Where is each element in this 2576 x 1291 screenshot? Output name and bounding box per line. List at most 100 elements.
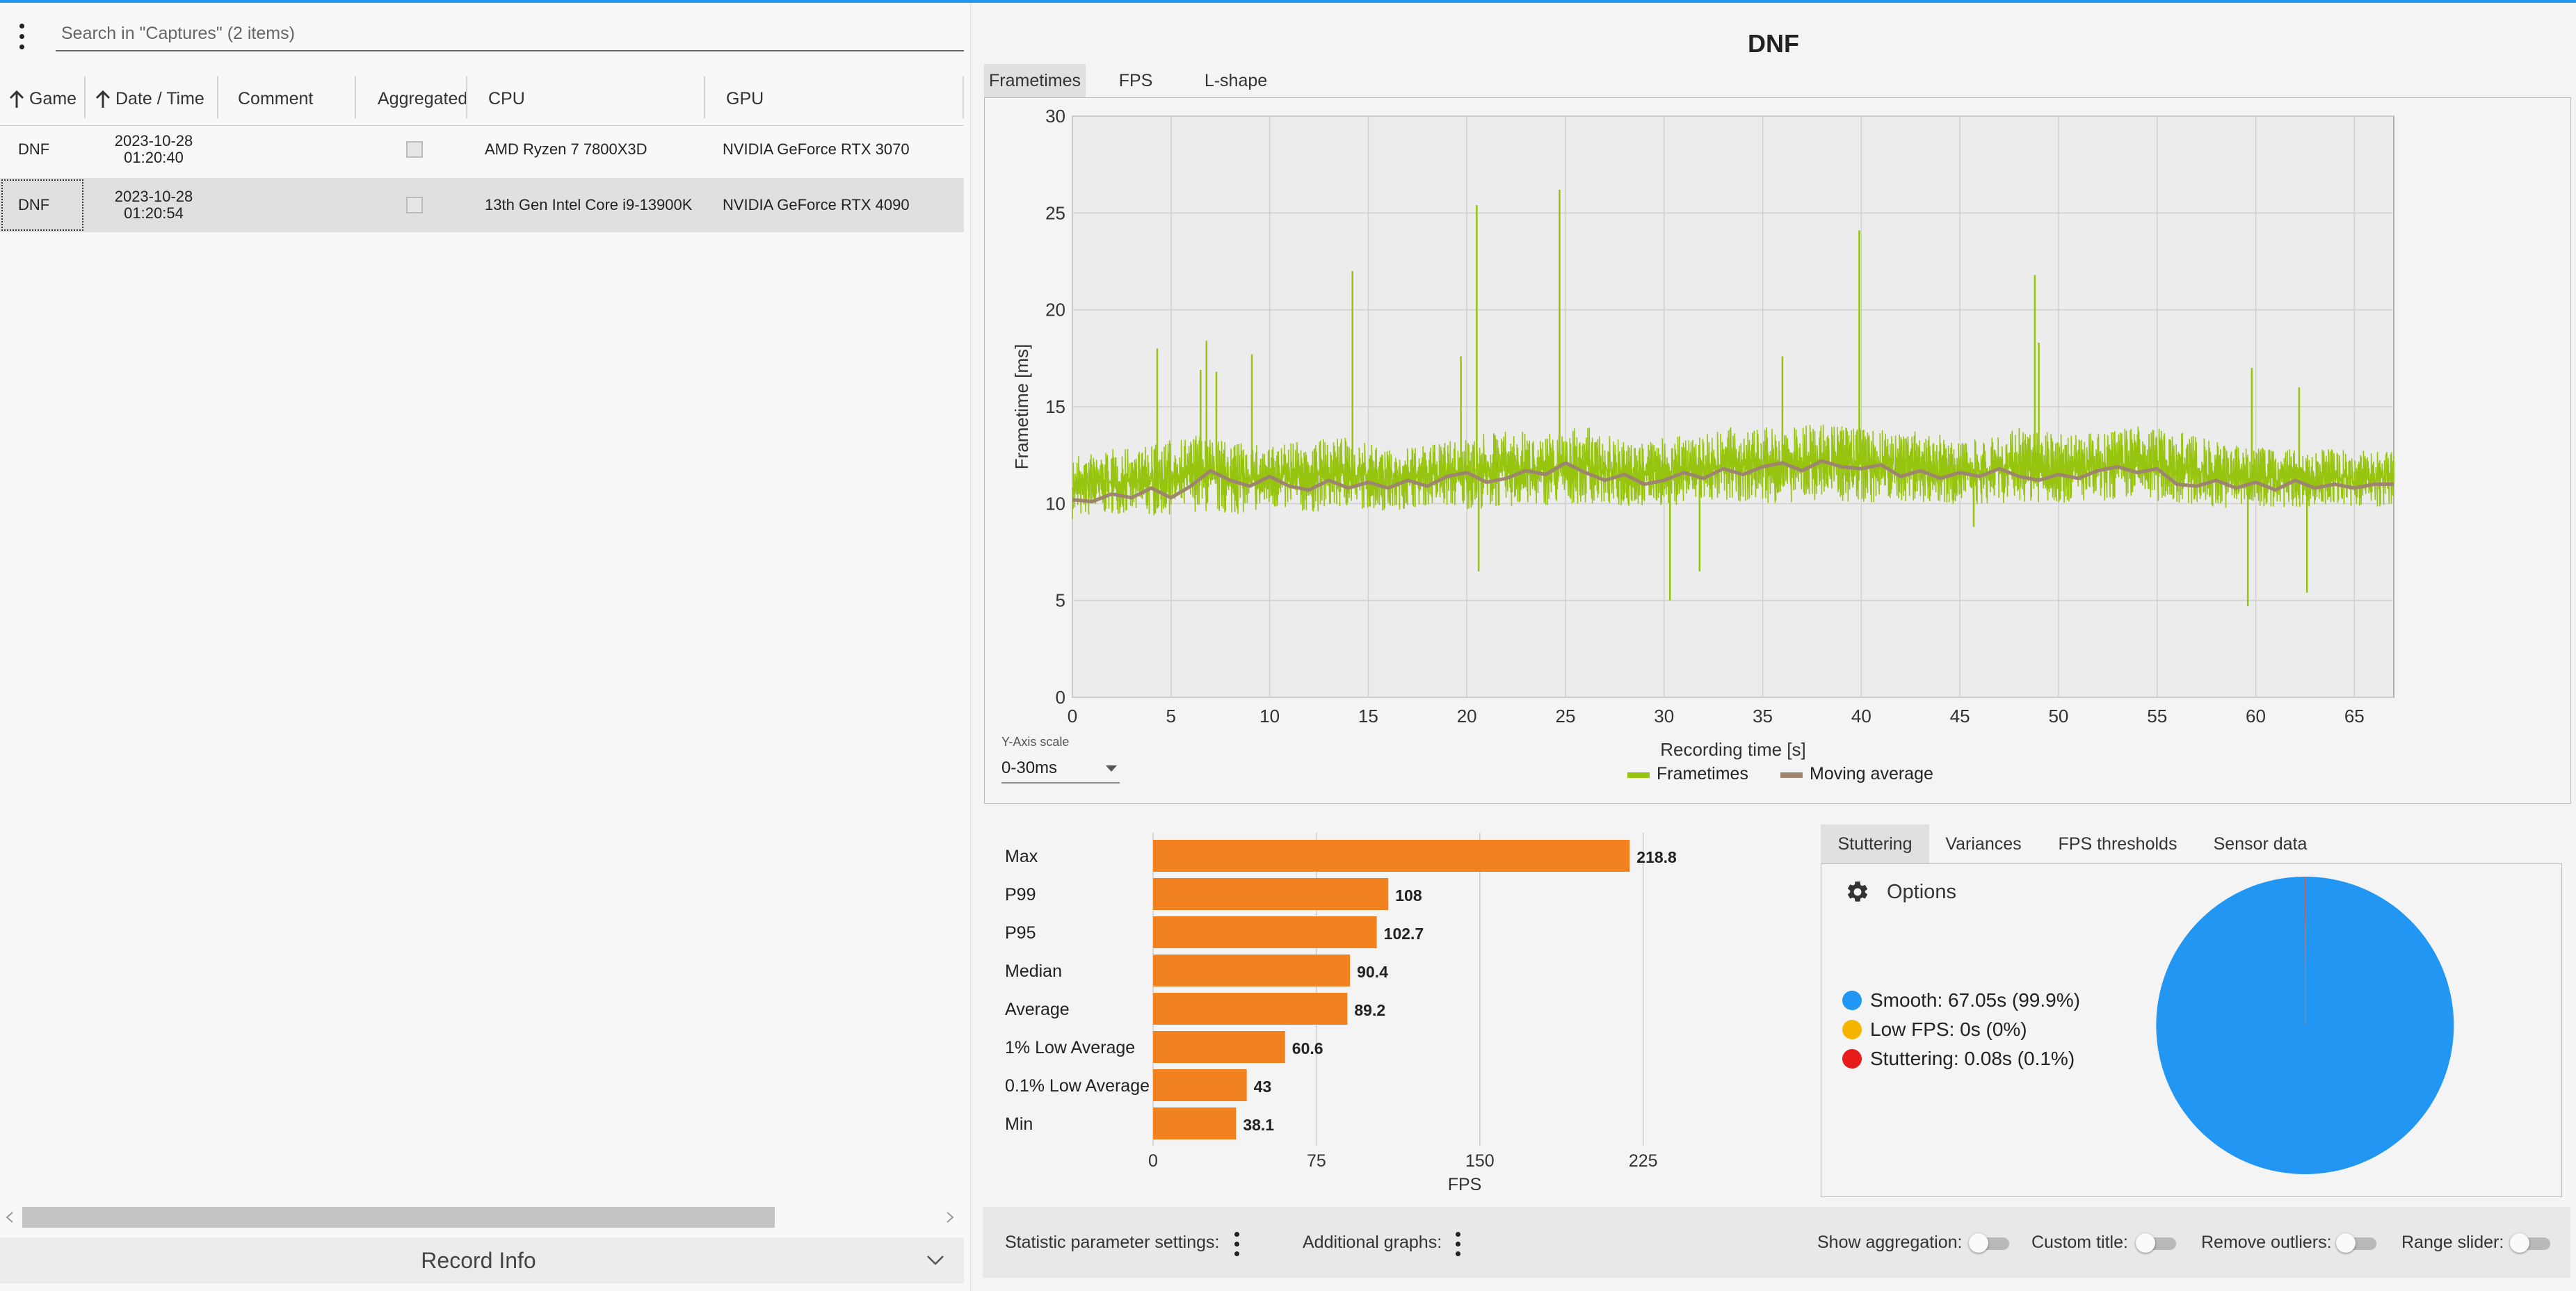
column-header-cpu[interactable]: CPU (488, 72, 697, 125)
column-divider[interactable] (704, 76, 705, 118)
column-divider[interactable] (466, 76, 467, 118)
frametime-plot-area[interactable]: 0 5 10 15 20 25 30 35 40 45 50 55 60 65 0 5 10 15 20 25 30 Re… (984, 97, 2571, 804)
x-tick-label: 65 (2344, 706, 2365, 726)
menu-dot-icon (1234, 1251, 1239, 1256)
tab-sensor-data[interactable]: Sensor data (2213, 834, 2308, 854)
options-label: Options (1887, 880, 1956, 903)
column-divider[interactable] (963, 76, 964, 118)
row-aggregated[interactable] (406, 178, 434, 232)
x-axis-label: FPS (1448, 1175, 1482, 1194)
category-label: Median (1005, 961, 1062, 981)
toggle-knob (2510, 1233, 2529, 1253)
row-aggregated[interactable] (406, 122, 434, 177)
bar (1153, 1031, 1285, 1063)
row-comment[interactable] (236, 178, 355, 232)
window-top-accent (0, 0, 2576, 3)
column-header-comment-label: Comment (238, 89, 314, 108)
legend-low-fps: Low FPS: 0s (0%) (1842, 1016, 2027, 1044)
statistic-settings-button[interactable] (1232, 1231, 1242, 1258)
graph-panel: DNF Frametimes FPS L-shape 0 5 10 15 20 25 30 3… (977, 3, 2576, 806)
smooth-color-dot (1842, 991, 1862, 1010)
stuttering-panel: Stuttering Variances FPS thresholds Sens… (1821, 825, 2563, 1204)
tab-fps-thresholds[interactable]: FPS thresholds (2058, 834, 2177, 854)
y-tick-label: 15 (1045, 396, 1065, 417)
category-label: Max (1005, 847, 1038, 866)
bar (1153, 993, 1348, 1025)
remove-outliers-toggle[interactable] (2336, 1233, 2379, 1253)
column-divider[interactable] (217, 76, 218, 118)
stuttering-content: Options Smooth: 67.05s (99.9%) Low FPS: … (1821, 863, 2562, 1197)
horizontal-scrollbar[interactable] (22, 1207, 937, 1228)
x-tick-label: 5 (1166, 706, 1176, 726)
tab-frametimes[interactable]: Frametimes (984, 64, 1086, 97)
record-info-expander[interactable]: Record Info (0, 1237, 964, 1283)
column-header-gpu-label: GPU (726, 89, 764, 108)
statistics-panel: 0 75 150 225 Max 218.8 P99 108 P95 102.7 Median 90.… (977, 815, 1812, 1204)
custom-title-toggle[interactable] (2136, 1233, 2179, 1253)
legend-frametimes-swatch (1627, 772, 1650, 778)
column-header-datetime[interactable]: Date / Time (95, 72, 220, 125)
y-axis-scale-caption: Y-Axis scale (1001, 735, 1070, 749)
horizontal-scrollbar-thumb[interactable] (22, 1207, 775, 1228)
column-header-comment[interactable]: Comment (238, 72, 356, 125)
bar-value-label: 90.4 (1357, 963, 1388, 981)
column-divider[interactable] (84, 76, 86, 118)
toggle-knob (2136, 1233, 2155, 1253)
column-header-datetime-label: Date / Time (115, 89, 204, 108)
custom-title-label: Custom title: (2031, 1233, 2128, 1252)
menu-dot-icon (1456, 1242, 1460, 1247)
y-tick-label: 25 (1045, 202, 1065, 223)
captures-search-input[interactable] (60, 19, 960, 47)
y-tick-label: 20 (1045, 300, 1065, 320)
category-label: Min (1005, 1114, 1033, 1134)
column-header-gpu[interactable]: GPU (726, 72, 935, 125)
column-header-aggregated[interactable]: Aggregated (378, 72, 468, 125)
captures-panel: Game Date / Time Comment Aggregated CPU … (0, 3, 971, 1291)
aggregated-checkbox[interactable] (406, 141, 423, 158)
aggregated-checkbox[interactable] (406, 197, 423, 213)
table-row-selected[interactable]: DNF 2023-10-28 01:20:54 13th Gen Intel C… (0, 178, 964, 232)
x-tick-label: 10 (1259, 706, 1280, 726)
frametime-chart[interactable]: 0 5 10 15 20 25 30 35 40 45 50 55 60 65 0 5 10 15 20 25 30 Re… (985, 98, 2570, 803)
bar-value-label: 89.2 (1354, 1001, 1385, 1019)
category-label: 1% Low Average (1005, 1038, 1135, 1057)
frametimes-series (1072, 424, 2394, 519)
x-tick-label: 25 (1555, 706, 1575, 726)
row-time: 01:20:54 (124, 204, 184, 222)
y-axis-scale-dropdown[interactable]: 0-30ms (1001, 754, 1120, 783)
additional-graphs-button[interactable] (1454, 1231, 1463, 1258)
legend-stuttering-label: Stuttering: 0.08s (0.1%) (1870, 1048, 2075, 1069)
legend-smooth-label: Smooth: 67.05s (99.9%) (1870, 989, 2080, 1011)
y-tick-label: 5 (1056, 590, 1065, 611)
bar (1153, 878, 1389, 910)
x-tick-label: 55 (2147, 706, 2167, 726)
x-axis-label: Recording time [s] (1660, 739, 1806, 760)
table-row[interactable]: DNF 2023-10-28 01:20:40 AMD Ryzen 7 7800… (0, 122, 964, 177)
captures-menu-button[interactable] (15, 21, 29, 53)
captures-table-header: Game Date / Time Comment Aggregated CPU … (0, 72, 964, 126)
category-label: Average (1005, 1000, 1070, 1019)
y-tick-label: 10 (1045, 493, 1065, 514)
row-cpu: AMD Ryzen 7 7800X3D (485, 140, 647, 158)
legend-frametimes-label: Frametimes (1657, 764, 1748, 783)
show-aggregation-toggle[interactable] (1969, 1233, 2012, 1253)
scroll-left-arrow-icon[interactable] (3, 1210, 18, 1225)
menu-dot-icon (1456, 1232, 1460, 1237)
y-axis-label: Frametime [ms] (1011, 344, 1032, 470)
row-game[interactable]: DNF (0, 178, 85, 232)
tab-variances[interactable]: Variances (1945, 834, 2022, 854)
options-button[interactable]: Options (1845, 878, 1956, 906)
y-tick-label: 30 (1045, 106, 1065, 127)
scroll-right-arrow-icon[interactable] (942, 1210, 957, 1225)
range-slider-toggle[interactable] (2510, 1233, 2553, 1253)
tab-stuttering[interactable]: Stuttering (1821, 825, 1929, 863)
bar (1153, 840, 1630, 872)
row-comment[interactable] (236, 122, 355, 177)
tab-fps[interactable]: FPS (1118, 71, 1153, 90)
column-header-game[interactable]: Game (8, 72, 85, 125)
column-divider[interactable] (355, 76, 356, 118)
gear-icon (1847, 881, 1868, 902)
legend-smooth: Smooth: 67.05s (99.9%) (1842, 986, 2080, 1014)
search-box (56, 17, 964, 51)
tab-l-shape[interactable]: L-shape (1204, 71, 1268, 90)
